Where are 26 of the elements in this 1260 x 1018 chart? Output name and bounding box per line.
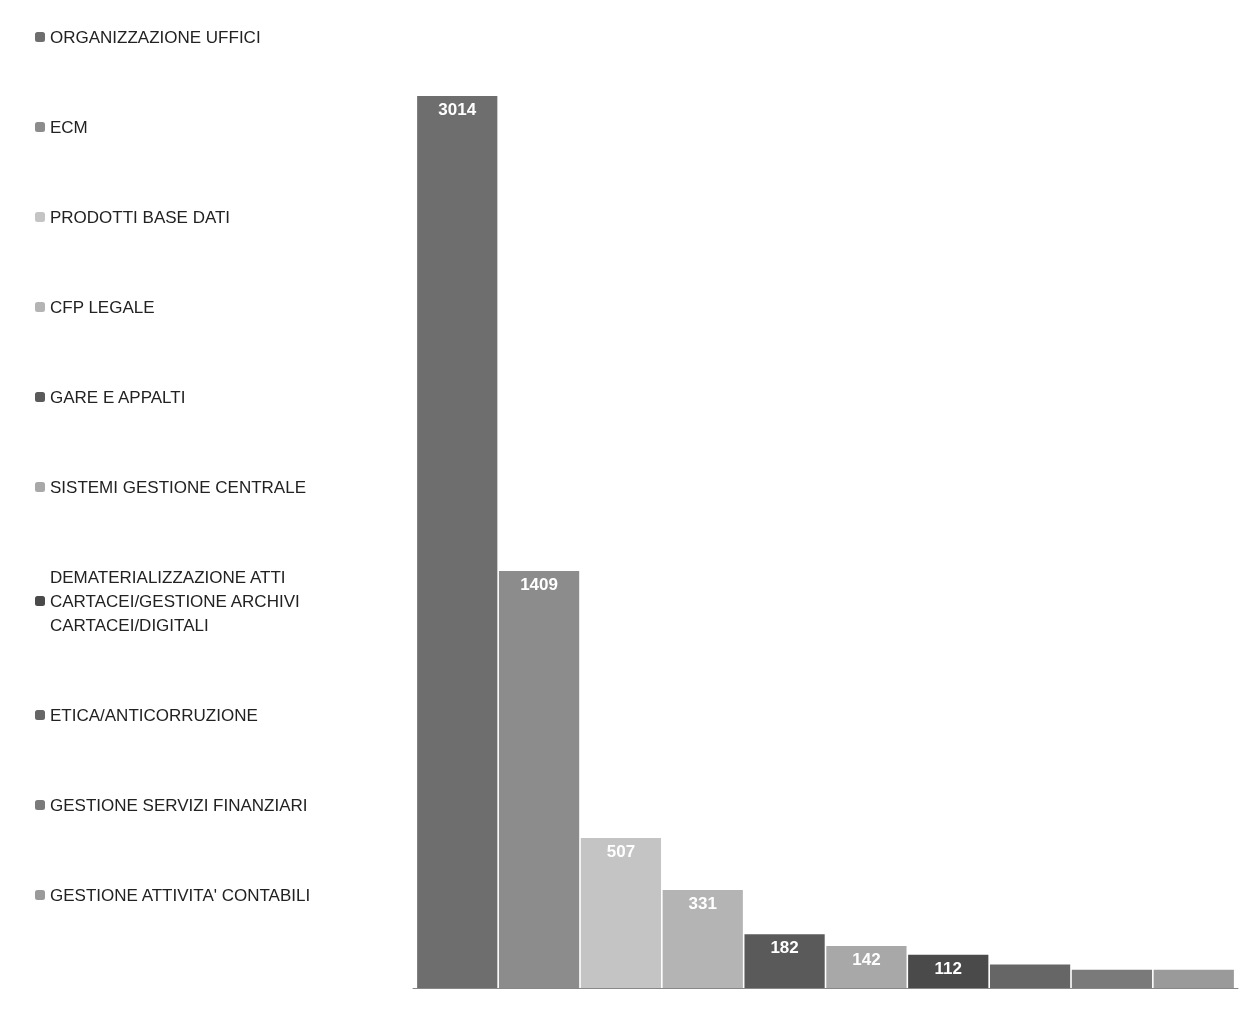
legend-label: SISTEMI GESTIONE CENTRALE <box>50 477 306 497</box>
bar <box>1153 969 1234 988</box>
data-label: 112 <box>934 958 962 978</box>
data-label: 331 <box>688 894 717 914</box>
bar <box>1071 969 1153 988</box>
legend-label: ORGANIZZAZIONE UFFICI <box>50 27 261 47</box>
legend-label: GARE E APPALTI <box>50 387 186 407</box>
bar <box>662 890 743 988</box>
data-label: 142 <box>852 949 881 969</box>
data-label: 182 <box>770 938 799 958</box>
legend-label: PRODOTTI BASE DATI <box>50 207 231 227</box>
bar <box>989 964 1071 988</box>
bar <box>417 96 498 988</box>
legend-label: CFP LEGALE <box>50 297 155 317</box>
bar <box>580 837 662 988</box>
legend-label: DEMATERIALIZZAZIONE ATTI CARTACEI/GESTIONE ARCHIVI CARTACEI/DIGITALI <box>50 567 305 635</box>
bar <box>826 945 907 988</box>
data-label: 507 <box>606 841 636 861</box>
bar <box>744 934 825 988</box>
legend-label: ECM <box>50 117 88 137</box>
legend-label: GESTIONE ATTIVITA' CONTABILI <box>50 885 311 905</box>
data-label: 1409 <box>520 575 558 594</box>
bar <box>908 954 989 988</box>
data-label: 3014 <box>438 100 477 119</box>
legend-label: ETICA/ANTICORRUZIONE <box>50 705 258 725</box>
legend-label: GESTIONE SERVIZI FINANZIARI <box>50 795 308 815</box>
